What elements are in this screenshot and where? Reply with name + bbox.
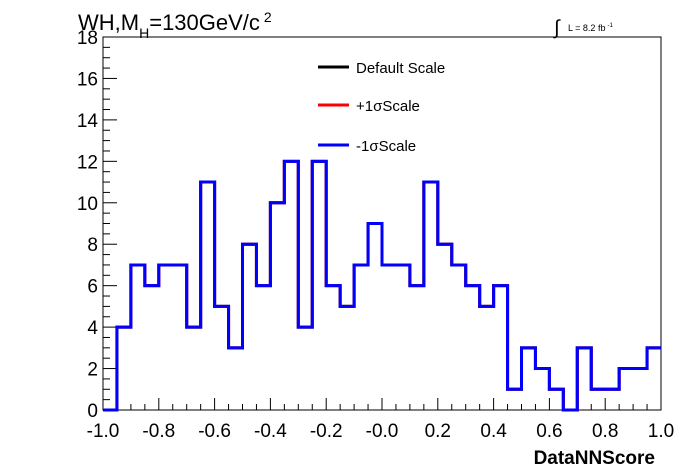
x-axis: -1.0 -0.8 -0.6 -0.4 -0.2 -0.0 0.2 0.4 0.6 0.8 1.0 [87,398,674,442]
y-tick-label: 6 [87,277,98,298]
luminosity-label: L = 8.2 fb -1 [568,23,613,33]
series-layer [103,159,661,412]
x-tick-label: 0.2 [425,421,451,442]
legend-label: +1σScale [356,98,420,115]
y-tick-label: 12 [77,152,98,173]
y-tick-label: 18 [77,28,98,49]
x-tick-label: 1.0 [648,421,674,442]
x-tick-label: -0.0 [366,421,399,442]
y-tick-label: 4 [87,318,98,339]
y-axis: 0 2 4 6 8 10 12 14 16 18 [77,28,117,422]
legend: Default Scale +1σScale -1σScale [318,60,445,155]
integral-sign: ∫ [553,17,561,39]
y-tick-label: 10 [77,194,98,215]
x-tick-label: -0.8 [142,421,175,442]
series-line-2 [103,159,661,412]
y-tick-label: 2 [87,360,98,381]
x-tick-label: 0.4 [480,421,507,442]
legend-label: -1σScale [356,138,416,155]
y-tick-label: 8 [87,235,98,256]
y-tick-label: 16 [77,69,98,90]
x-tick-label: -0.2 [310,421,343,442]
chart-title: WH,MH=130GeV/c 2 [78,9,272,41]
x-tick-label: -1.0 [87,421,120,442]
x-tick-label: 0.8 [592,421,618,442]
x-tick-label: -0.6 [198,421,231,442]
legend-label: Default Scale [356,60,445,77]
y-tick-label: 14 [77,111,99,132]
x-tick-label: 0.6 [536,421,562,442]
x-tick-label: -0.4 [254,421,287,442]
y-tick-label: 0 [87,401,98,422]
x-axis-title: DataNNScore [534,448,655,469]
